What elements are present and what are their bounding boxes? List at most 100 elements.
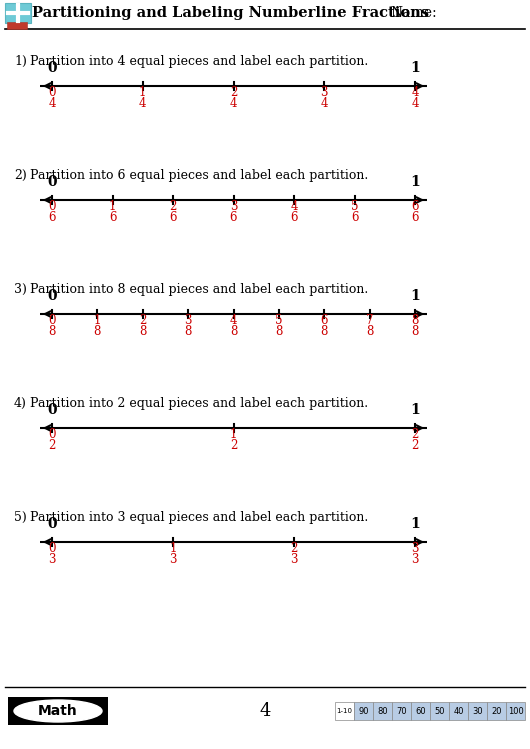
Text: 4: 4 xyxy=(229,97,237,110)
Text: 3: 3 xyxy=(184,314,192,327)
Text: 0: 0 xyxy=(47,61,57,75)
Text: 1): 1) xyxy=(14,55,27,67)
Text: 1: 1 xyxy=(410,175,420,189)
Text: 100: 100 xyxy=(508,706,524,715)
Text: 8: 8 xyxy=(139,325,146,338)
Text: 1: 1 xyxy=(169,542,176,555)
Text: 5: 5 xyxy=(351,200,358,213)
Text: 90: 90 xyxy=(358,706,369,715)
Text: 80: 80 xyxy=(377,706,388,715)
Text: 1-10: 1-10 xyxy=(337,708,352,714)
Text: Partition into 6 equal pieces and label each partition.: Partition into 6 equal pieces and label … xyxy=(30,169,368,181)
Text: 1: 1 xyxy=(410,517,420,531)
Text: 6: 6 xyxy=(109,211,116,224)
Text: 30: 30 xyxy=(472,706,483,715)
Text: 3: 3 xyxy=(169,553,176,566)
Text: 4: 4 xyxy=(259,702,271,720)
Text: 8: 8 xyxy=(48,325,56,338)
Bar xyxy=(411,702,430,720)
Text: 4: 4 xyxy=(229,314,237,327)
Text: 0: 0 xyxy=(47,517,57,531)
Text: Name:: Name: xyxy=(390,6,437,20)
Text: 6: 6 xyxy=(48,211,56,224)
Text: 8: 8 xyxy=(411,325,419,338)
Text: 4): 4) xyxy=(14,396,27,410)
Bar xyxy=(8,697,108,725)
Text: 0: 0 xyxy=(48,200,56,213)
Text: 2: 2 xyxy=(411,439,419,452)
Text: 50: 50 xyxy=(434,706,445,715)
Bar xyxy=(430,702,449,720)
Text: 6: 6 xyxy=(411,211,419,224)
Text: 8: 8 xyxy=(411,314,419,327)
Bar xyxy=(392,702,411,720)
Text: 7: 7 xyxy=(366,314,373,327)
Text: 1: 1 xyxy=(410,289,420,303)
Text: 4: 4 xyxy=(48,97,56,110)
Text: 20: 20 xyxy=(491,706,502,715)
Bar xyxy=(335,702,354,720)
Text: Partitioning and Labeling Numberline Fractions: Partitioning and Labeling Numberline Fra… xyxy=(31,6,428,20)
Bar xyxy=(354,702,373,720)
Text: 5: 5 xyxy=(275,314,282,327)
Text: 3: 3 xyxy=(48,553,56,566)
Text: 4: 4 xyxy=(290,200,298,213)
Text: 4: 4 xyxy=(411,86,419,99)
Bar xyxy=(7,22,27,29)
Text: 0: 0 xyxy=(47,403,57,417)
Bar xyxy=(449,702,468,720)
Text: 8: 8 xyxy=(230,325,237,338)
Text: 4: 4 xyxy=(321,97,328,110)
Bar xyxy=(373,702,392,720)
Text: 1: 1 xyxy=(109,200,116,213)
Text: 2: 2 xyxy=(290,542,298,555)
Text: 6: 6 xyxy=(229,211,237,224)
Text: 1: 1 xyxy=(94,314,101,327)
Text: Partition into 3 equal pieces and label each partition.: Partition into 3 equal pieces and label … xyxy=(30,511,368,524)
Text: 1: 1 xyxy=(230,428,237,441)
Text: 3: 3 xyxy=(321,86,328,99)
Text: 1: 1 xyxy=(410,61,420,75)
Text: 8: 8 xyxy=(321,325,328,338)
Text: Partition into 8 equal pieces and label each partition.: Partition into 8 equal pieces and label … xyxy=(30,282,368,296)
Text: 70: 70 xyxy=(396,706,407,715)
Text: 8: 8 xyxy=(275,325,282,338)
Text: 3: 3 xyxy=(411,542,419,555)
Text: 6: 6 xyxy=(411,200,419,213)
Text: 2): 2) xyxy=(14,169,26,181)
Text: 2: 2 xyxy=(169,200,176,213)
Text: 3: 3 xyxy=(411,553,419,566)
Text: 0: 0 xyxy=(47,289,57,303)
Text: 5): 5) xyxy=(14,511,26,524)
Text: 0: 0 xyxy=(48,314,56,327)
Text: 6: 6 xyxy=(351,211,358,224)
Text: 2: 2 xyxy=(139,314,146,327)
Text: 2: 2 xyxy=(411,428,419,441)
Text: 6: 6 xyxy=(169,211,176,224)
Text: Partition into 2 equal pieces and label each partition.: Partition into 2 equal pieces and label … xyxy=(30,396,368,410)
Text: 0: 0 xyxy=(48,428,56,441)
Text: Math: Math xyxy=(38,704,78,718)
Text: Partition into 4 equal pieces and label each partition.: Partition into 4 equal pieces and label … xyxy=(30,55,368,67)
Text: 0: 0 xyxy=(48,542,56,555)
Text: 3: 3 xyxy=(229,200,237,213)
Text: 60: 60 xyxy=(415,706,426,715)
Bar xyxy=(506,702,525,720)
Text: 3): 3) xyxy=(14,282,27,296)
Text: 8: 8 xyxy=(94,325,101,338)
Bar xyxy=(5,3,31,23)
Text: 0: 0 xyxy=(48,86,56,99)
Text: 6: 6 xyxy=(321,314,328,327)
Text: 1: 1 xyxy=(410,403,420,417)
Bar xyxy=(487,702,506,720)
Text: 3: 3 xyxy=(290,553,298,566)
Text: 4: 4 xyxy=(411,97,419,110)
Text: 8: 8 xyxy=(366,325,373,338)
Text: 40: 40 xyxy=(453,706,464,715)
Text: 8: 8 xyxy=(184,325,192,338)
Text: 2: 2 xyxy=(230,86,237,99)
Text: 4: 4 xyxy=(139,97,146,110)
Text: 6: 6 xyxy=(290,211,298,224)
Text: 2: 2 xyxy=(48,439,56,452)
Bar xyxy=(468,702,487,720)
